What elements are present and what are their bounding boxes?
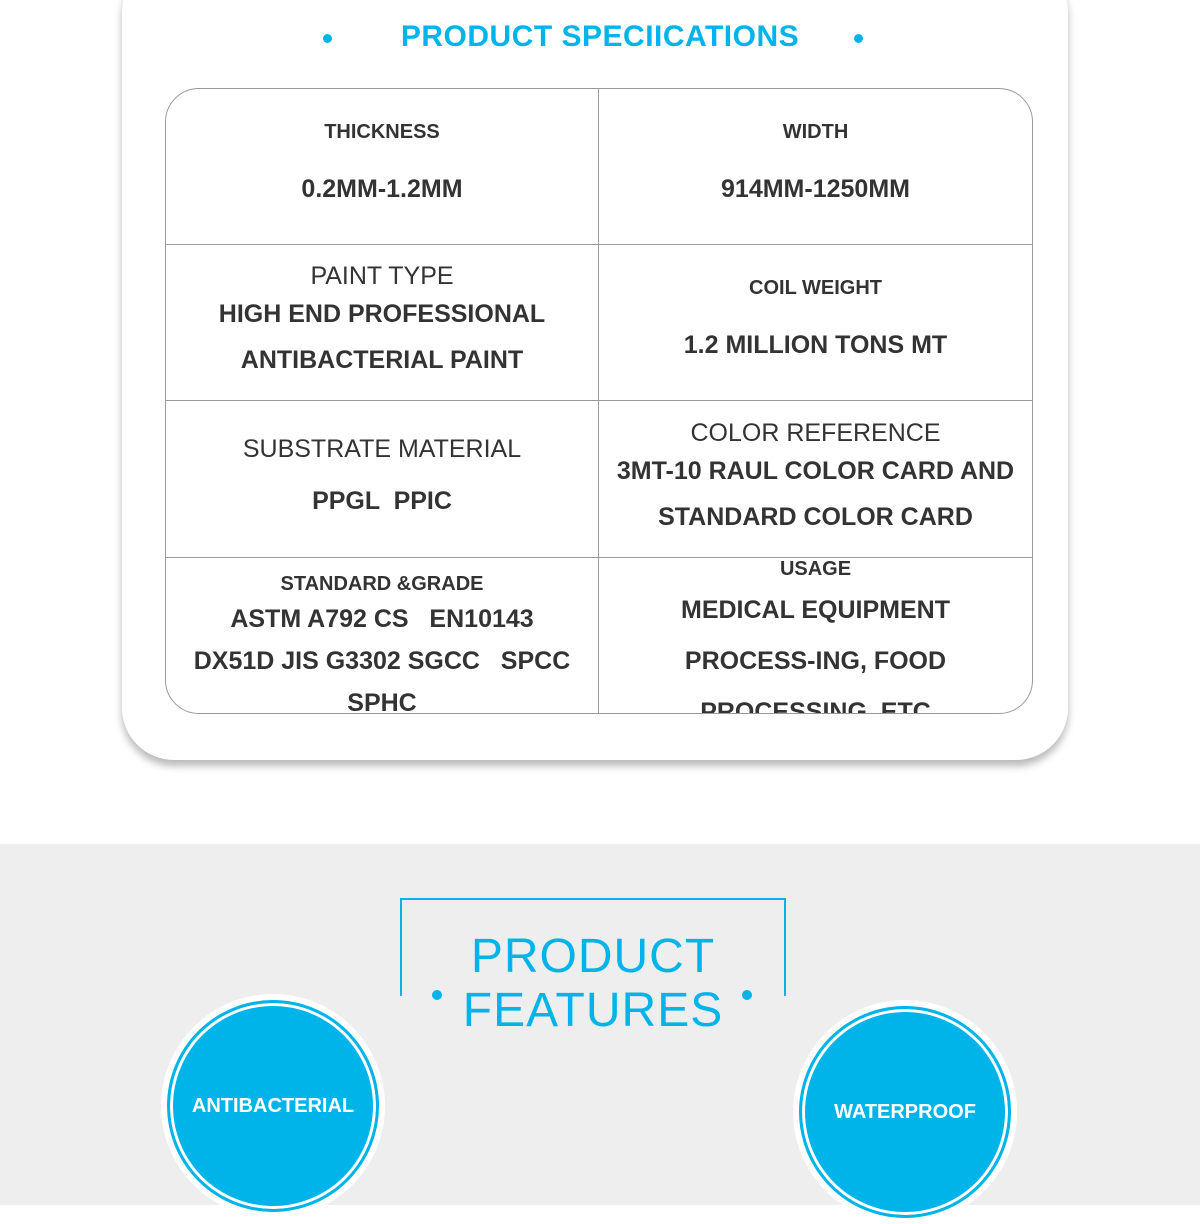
spec-label: PAINT TYPE — [310, 262, 454, 290]
spec-value: ASTM A792 CS EN10143 DX51D JIS G3302 SGC… — [193, 604, 578, 714]
frame-dot — [432, 990, 442, 1000]
spec-value: 3MT-10 RAUL COLOR CARD AND STANDARD COLO… — [616, 456, 1015, 531]
spec-cell-substrate: SUBSTRATE MATERIAL PPGL PPIC — [166, 401, 599, 558]
frame-dot — [742, 990, 752, 1000]
spec-value: PPGL PPIC — [312, 486, 452, 515]
spec-value: 1.2 MILLION TONS MT — [683, 331, 948, 359]
spec-value: 914MM-1250MM — [721, 175, 910, 203]
spec-label: STANDARD &GRADE — [280, 572, 484, 595]
features-title: PRODUCT FEATURES — [400, 930, 786, 1038]
spec-label: COIL WEIGHT — [749, 277, 882, 299]
feature-label: WATERPROOF — [799, 1006, 1011, 1218]
spec-card — [122, 0, 1068, 760]
spec-cell-standard-grade: STANDARD &GRADE ASTM A792 CS EN10143 DX51… — [166, 558, 599, 714]
spec-cell-paint-type: PAINT TYPE HIGH END PROFESSIONAL ANTIBACT… — [166, 245, 599, 401]
spec-label: USAGE — [779, 558, 852, 580]
spec-cell-usage: USAGE MEDICAL EQUIPMENT PROCESS-ING, FOOD… — [599, 558, 1032, 714]
spec-label: WIDTH — [782, 121, 849, 143]
spec-value: HIGH END PROFESSIONAL ANTIBACTERIAL PAIN… — [218, 300, 546, 374]
spec-label: SUBSTRATE MATERIAL — [242, 434, 522, 463]
spec-label: COLOR REFERENCE — [690, 418, 941, 447]
features-title-line: PRODUCT — [470, 930, 716, 983]
spec-cell-color-reference: COLOR REFERENCE 3MT-10 RAUL COLOR CARD AN… — [599, 401, 1032, 558]
spec-value: MEDICAL EQUIPMENT PROCESS-ING, FOOD PROC… — [681, 596, 950, 714]
spec-cell-coil-weight: COIL WEIGHT 1.2 MILLION TONS MT — [599, 245, 1032, 401]
spec-label: THICKNESS — [324, 121, 440, 143]
spec-cell-width: WIDTH 914MM-1250MM — [599, 89, 1032, 245]
frame-gap — [440, 990, 746, 1000]
spec-value: 0.2MM-1.2MM — [301, 175, 463, 203]
spec-title: PRODUCT SPECIICATIONS — [400, 20, 800, 53]
bullet-dot — [323, 34, 332, 43]
bullet-dot — [854, 34, 863, 43]
features-title-line: FEATURES — [462, 984, 724, 1037]
spec-cell-thickness: THICKNESS 0.2MM-1.2MM — [166, 89, 599, 245]
feature-label: ANTIBACTERIAL — [167, 1000, 379, 1212]
spec-table: THICKNESS 0.2MM-1.2MM WIDTH 914MM-1250MM P… — [165, 88, 1033, 714]
feature-waterproof: WATERPROOF — [793, 1000, 1017, 1224]
features-title-frame — [400, 898, 786, 996]
feature-antibacterial: ANTIBACTERIAL — [161, 994, 385, 1218]
